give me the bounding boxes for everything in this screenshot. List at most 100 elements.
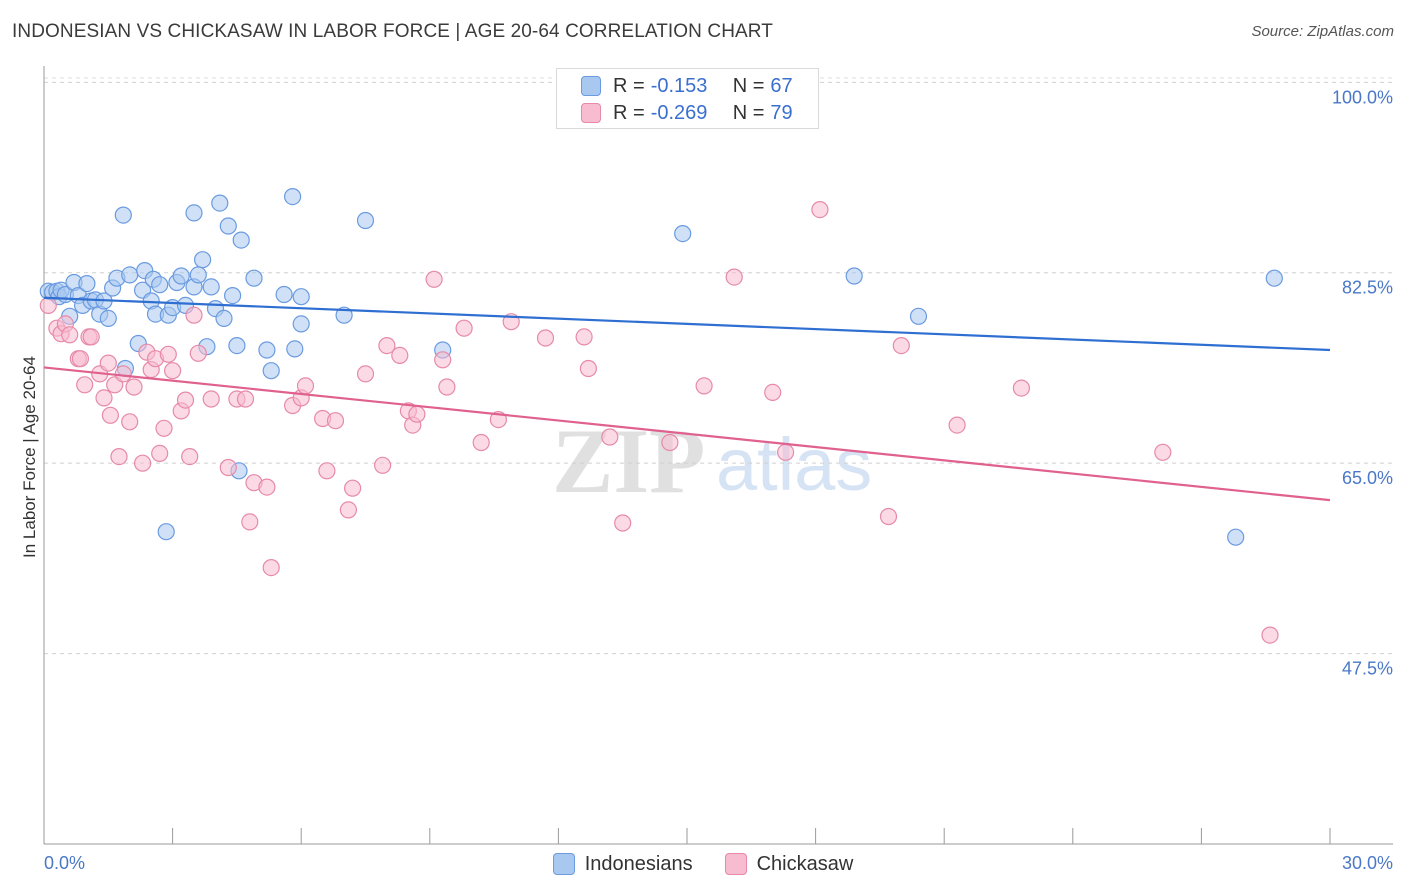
chickasaw-point (695, 377, 713, 395)
legend-row-indonesians: R = -0.153 N = 67 (581, 74, 793, 98)
chickasaw-point (76, 376, 94, 394)
indonesian-point (245, 269, 263, 287)
chickasaw-point (725, 268, 743, 286)
indonesian-point (845, 267, 863, 285)
chickasaw-point (241, 513, 259, 531)
y-tick-label: 65.0% (1342, 468, 1393, 488)
chickasaw-point (181, 448, 199, 466)
indonesian-point (262, 362, 280, 380)
chickasaw-point (948, 416, 966, 434)
chickasaw-point (879, 507, 898, 526)
chickasaw-points (39, 201, 1279, 644)
chickasaw-point (339, 501, 357, 519)
indonesian-point (185, 204, 203, 222)
indonesian-point (99, 309, 117, 327)
indonesian-point (232, 231, 250, 249)
chickasaw-point (356, 365, 375, 383)
chickasaw-point (326, 412, 345, 430)
indonesian-point (157, 523, 175, 541)
gridlines (44, 77, 1393, 655)
correlation-legend: R = -0.153 N = 67 R = -0.269 N = 79 (556, 68, 819, 129)
indonesian-point (189, 266, 207, 284)
r-label: R = (613, 74, 645, 97)
chickasaw-point (601, 428, 619, 446)
y-axis-label: In Labor Force | Age 20-64 (20, 356, 39, 558)
indonesian-point (194, 251, 212, 269)
indonesians-legend-label: Indonesians (584, 852, 693, 875)
chickasaw-point (114, 365, 132, 383)
legend-item-chickasaw[interactable]: Chickasaw (724, 852, 854, 876)
indonesian-point (114, 206, 132, 224)
chickasaw-point (125, 378, 143, 396)
indonesians-swatch (581, 76, 601, 96)
tick-labels: 100.0% 82.5% 65.0% 47.5% 0.0% 30.0% (44, 87, 1393, 873)
chickasaw-point (95, 389, 113, 407)
chickasaw-point (811, 201, 829, 219)
chickasaw-point (236, 390, 255, 408)
chickasaw-point (296, 377, 315, 395)
indonesian-point (286, 340, 304, 358)
chickasaw-point (39, 296, 57, 314)
indonesian-point (1227, 528, 1245, 546)
chickasaw-point (575, 328, 593, 346)
chickasaw-point (374, 456, 392, 474)
chickasaw-point (61, 326, 79, 344)
chickasaw-point (202, 390, 220, 408)
x-tick-label: 0.0% (44, 853, 85, 873)
indonesian-point (292, 315, 310, 333)
chickasaw-point (438, 378, 456, 396)
chickasaw-point (425, 270, 443, 288)
chickasaw-point (378, 337, 396, 355)
chickasaw-point (121, 413, 139, 431)
source-credit: Source: ZipAtlas.com (1251, 23, 1394, 40)
chickasaw-point (764, 383, 782, 401)
indonesian-point (211, 194, 229, 212)
chickasaw-point (185, 306, 203, 324)
chickasaw-point (408, 405, 426, 423)
axes (43, 66, 1393, 845)
chickasaw-n-value: 79 (770, 101, 793, 124)
indonesian-point (275, 285, 293, 304)
chickasaw-r-value: -0.269 (650, 101, 708, 124)
chickasaw-point (661, 433, 679, 452)
indonesians-trend-line (43, 296, 1331, 352)
indonesian-point (228, 337, 246, 355)
chickasaw-point (134, 454, 152, 472)
chickasaw-legend-label: Chickasaw (756, 852, 854, 875)
chickasaw-point (71, 350, 90, 368)
indonesian-point (78, 275, 96, 293)
legend-row-chickasaw: R = -0.269 N = 79 (581, 101, 793, 125)
watermark-zip: ZIP (552, 410, 705, 512)
chickasaw-point (176, 391, 195, 409)
indonesian-point (284, 188, 302, 206)
indonesian-point (674, 225, 692, 243)
y-tick-label: 47.5% (1342, 659, 1393, 679)
indonesian-point (292, 288, 310, 306)
chickasaw-point (344, 479, 362, 497)
chickasaw-trend-line (43, 366, 1331, 502)
chickasaw-point (258, 478, 276, 496)
legend-item-indonesians[interactable]: Indonesians (552, 852, 693, 876)
series-legend: Indonesians Chickasaw (0, 852, 1406, 876)
indonesian-point (151, 276, 169, 294)
trend-lines (43, 296, 1331, 502)
chickasaw-point (99, 354, 117, 372)
chickasaw-point (579, 359, 598, 378)
chickasaw-swatch (581, 103, 601, 123)
chickasaw-point (1012, 379, 1031, 397)
indonesian-point (219, 217, 237, 235)
chickasaw-point (391, 346, 409, 364)
chickasaw-point (455, 319, 473, 337)
chickasaw-point (82, 328, 100, 346)
n-label: N = (732, 101, 765, 124)
indonesian-point (224, 287, 242, 305)
chickasaw-legend-swatch (724, 853, 747, 875)
watermark-atlas: atlas (716, 423, 872, 506)
indonesian-point (215, 309, 233, 327)
chickasaw-point (614, 514, 632, 532)
indonesian-point (258, 341, 276, 359)
chickasaw-point (776, 443, 795, 461)
indonesians-points (39, 188, 1283, 546)
n-label: N = (732, 74, 765, 97)
